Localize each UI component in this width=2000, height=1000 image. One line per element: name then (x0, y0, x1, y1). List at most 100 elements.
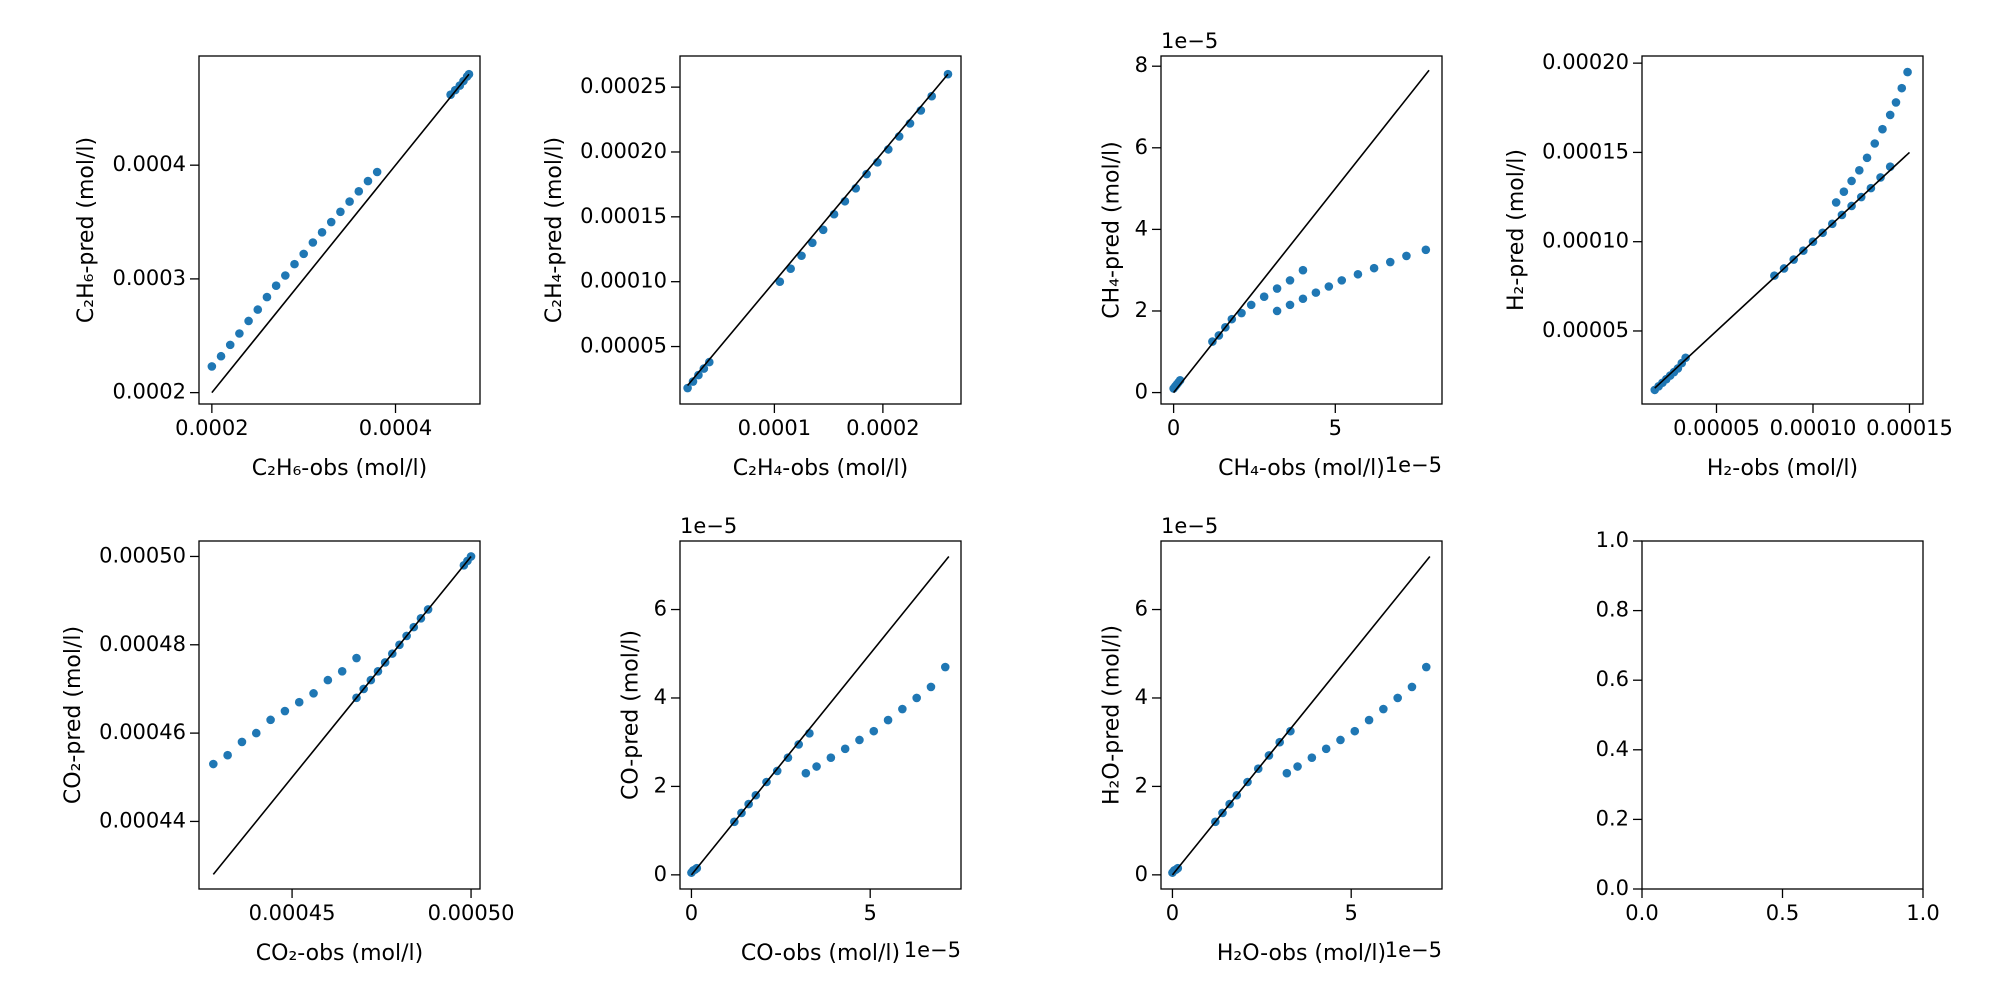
y-tick-label: 0.0 (1596, 876, 1629, 900)
point (308, 238, 318, 247)
point (1272, 306, 1282, 316)
point (235, 329, 244, 338)
point (1369, 263, 1379, 273)
x-tick-label: 0.00005 (1673, 416, 1760, 440)
point (855, 735, 864, 745)
x-tick-label: 0.0002 (846, 416, 919, 440)
point (281, 271, 290, 280)
point (237, 737, 247, 747)
y-tick-label: 0.00050 (99, 543, 186, 567)
point (1831, 198, 1841, 207)
identity-line (1654, 151, 1911, 389)
point (688, 377, 698, 386)
point (1324, 282, 1334, 291)
x-tick-label: 0 (685, 901, 698, 925)
axes-frame (679, 55, 962, 405)
y-axis-label: H₂O-pred (mol/l) (1099, 625, 1124, 805)
point (699, 364, 709, 373)
y-offset-text: 1e−5 (680, 514, 737, 538)
y-axis-label: CO₂-pred (mol/l) (61, 626, 86, 804)
y-tick-label: 0.00048 (99, 632, 186, 656)
point (772, 766, 782, 776)
point (1259, 292, 1269, 302)
point (1885, 110, 1895, 120)
y-tick-label: 0.0004 (113, 152, 186, 176)
x-tick-label: 0.0 (1625, 901, 1658, 925)
y-tick-label: 4 (1135, 685, 1148, 709)
point (271, 281, 281, 291)
y-tick-label: 0 (1135, 380, 1148, 404)
y-tick-label: 2 (1135, 298, 1148, 322)
point (1282, 768, 1292, 778)
axes-frame (198, 55, 481, 405)
point (317, 227, 327, 237)
y-axis-label: C₂H₆-pred (mol/l) (74, 137, 99, 323)
point (290, 259, 299, 269)
point (326, 217, 336, 227)
y-offset-text: 1e−5 (1161, 514, 1218, 538)
x-tick-label: 1.0 (1906, 901, 1939, 925)
point (704, 357, 714, 367)
point (1379, 704, 1388, 714)
point (1862, 153, 1872, 163)
x-axis-label: H₂-obs (mol/l) (1707, 456, 1858, 481)
point (818, 225, 828, 235)
point (1298, 265, 1308, 275)
y-tick-label: 0.00005 (1542, 318, 1629, 342)
point (883, 715, 893, 725)
point (1364, 715, 1374, 725)
x-axis-label: CO-obs (mol/l) (741, 941, 900, 966)
point (1353, 269, 1363, 279)
point (244, 316, 253, 326)
point (209, 759, 218, 769)
y-tick-label: 0.00025 (580, 74, 667, 98)
point (1681, 353, 1690, 363)
point (1350, 726, 1360, 736)
y-tick-label: 0.00044 (99, 808, 186, 832)
y-tick-label: 4 (1135, 216, 1148, 240)
point (926, 682, 936, 692)
point (812, 762, 821, 771)
point (826, 753, 836, 762)
point (1385, 257, 1395, 267)
y-tick-label: 2 (1135, 773, 1148, 797)
point (1855, 165, 1864, 175)
y-axis-label: C₂H₄-pred (mol/l) (542, 137, 567, 323)
point (1208, 337, 1217, 346)
point (794, 740, 803, 749)
y-offset-text: 1e−5 (1161, 29, 1218, 53)
point (253, 305, 263, 314)
x-offset-text: 1e−5 (1385, 938, 1442, 962)
y-axis-label: CO-pred (mol/l) (618, 630, 643, 800)
x-axis-label: H₂O-obs (mol/l) (1217, 941, 1386, 966)
point (1421, 245, 1431, 255)
y-tick-label: 6 (1135, 135, 1148, 159)
point (1870, 139, 1880, 148)
point (1393, 693, 1402, 703)
point (251, 728, 261, 738)
point (927, 91, 937, 101)
y-tick-label: 0.0003 (113, 266, 186, 290)
y-tick-label: 0.0002 (113, 380, 186, 404)
x-tick-label: 0.00050 (428, 901, 515, 925)
x-tick-label: 0.0002 (175, 416, 248, 440)
axes-frame (1160, 55, 1443, 405)
y-tick-label: 0.00010 (1542, 229, 1629, 253)
x-axis-label: C₂H₆-obs (mol/l) (252, 456, 427, 481)
point (1293, 762, 1302, 771)
identity-line (686, 73, 949, 386)
point (1903, 67, 1912, 77)
point (1285, 276, 1295, 285)
point (207, 362, 217, 371)
x-tick-label: 5 (864, 901, 877, 925)
x-tick-label: 0 (1166, 901, 1179, 925)
y-tick-label: 1.0 (1596, 528, 1629, 552)
point (683, 383, 692, 393)
point (294, 697, 304, 707)
axes-frame (1641, 540, 1924, 890)
y-tick-label: 6 (654, 597, 667, 621)
point (1897, 83, 1907, 93)
identity-line (1172, 69, 1430, 394)
point (372, 167, 382, 177)
